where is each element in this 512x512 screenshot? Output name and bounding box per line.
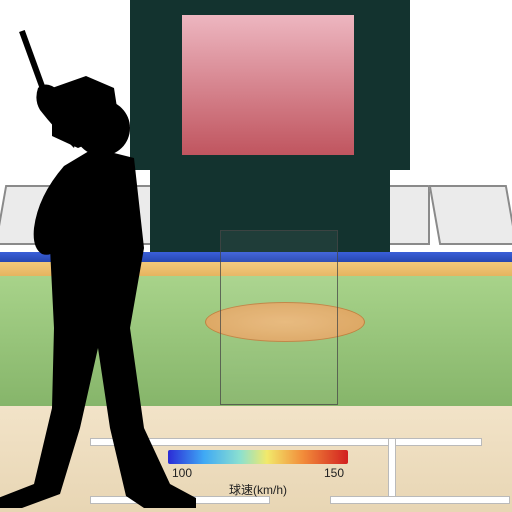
pitch-chart-stage: 100 150 球速(km/h) xyxy=(0,0,512,512)
batters-box-line-right xyxy=(388,438,396,498)
batter-silhouette xyxy=(0,28,214,508)
speed-legend-ticks: 100 150 xyxy=(168,466,348,480)
speed-legend: 100 150 球速(km/h) xyxy=(168,450,348,498)
stands-right-far xyxy=(429,185,512,245)
strike-zone xyxy=(220,230,338,405)
batters-box-line-bottom-right xyxy=(330,496,510,504)
speed-legend-tick-min: 100 xyxy=(172,466,192,480)
speed-legend-tick-max: 150 xyxy=(324,466,344,480)
speed-legend-bar xyxy=(168,450,348,464)
speed-legend-label: 球速(km/h) xyxy=(168,481,348,498)
